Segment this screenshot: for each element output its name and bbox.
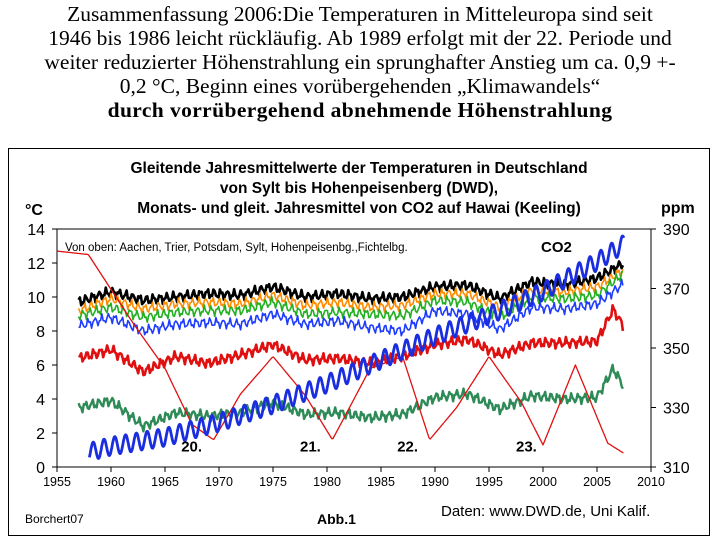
series-line-aachen	[77, 260, 625, 307]
series-line-h-henstrahlung-sonnenzyklus	[56, 250, 624, 454]
x-tick-label: 1955	[43, 475, 71, 489]
caption-line-5: durch vorrübergehend abnehmende Höhenstr…	[107, 98, 613, 122]
y-axis-left-label: °C	[25, 202, 43, 219]
y-left-tick-label: 2	[36, 426, 45, 443]
x-tick-label: 1960	[97, 475, 125, 489]
x-tick-label: 2005	[583, 475, 611, 489]
series-line-hohenpeisenbg	[78, 304, 625, 377]
y-right-tick-label: 370	[663, 282, 690, 299]
x-tick-label: 1990	[421, 475, 449, 489]
y-left-tick-label: 8	[36, 324, 45, 341]
caption: Zusammenfassung 2006:Die Temperaturen in…	[0, 2, 720, 122]
chart-figure: Gleitende Jahresmittelwerte der Temperat…	[8, 148, 710, 536]
footer-figure-number: Abb.1	[317, 511, 356, 527]
x-tick-label: 1980	[313, 475, 341, 489]
legend-text: Von oben: Aachen, Trier, Potsdam, Sylt, …	[65, 242, 408, 254]
x-tick-label: 1995	[475, 475, 503, 489]
y-right-tick-label: 330	[663, 401, 690, 418]
y-left-tick-label: 4	[36, 392, 45, 409]
chart-title-line-3: Monats- und gleit. Jahresmittel von CO2 …	[137, 200, 581, 217]
caption-line-2: 1946 bis 1986 leicht rückläufig. Ab 1989…	[48, 26, 672, 50]
series-line-sylt	[78, 278, 624, 337]
caption-line-3: weiter reduzierter Höhenstrahlung ein sp…	[44, 50, 676, 74]
x-tick-label: 2010	[637, 475, 665, 489]
cycle-annotation: 21.	[300, 439, 321, 456]
y-left-tick-label: 10	[27, 290, 45, 307]
chart-svg: Gleitende Jahresmittelwerte der Temperat…	[25, 160, 695, 527]
x-tick-label: 2000	[529, 475, 557, 489]
x-tick-label: 1975	[259, 475, 287, 489]
y-left-tick-label: 0	[36, 460, 45, 477]
chart-title-line-2: von Sylt bis Hohenpeisenberg (DWD),	[220, 180, 498, 197]
series-line-trier	[77, 269, 624, 316]
caption-line-4: 0,2 °C, Beginn eines vorübergehenden „Kl…	[119, 74, 601, 98]
plot-layer: 1955 1960 1965 1970 1975 1980 1985 1990 1995 2000…	[27, 222, 690, 489]
y-right-tick-label: 310	[663, 460, 690, 477]
caption-line-1: Zusammenfassung 2006:Die Temperaturen in…	[67, 2, 653, 26]
co2-label: CO2	[541, 239, 572, 256]
y-right-tick-label: 390	[663, 222, 690, 239]
cycle-annotation: 22.	[397, 439, 418, 456]
cycle-annotation: 23.	[516, 439, 537, 456]
x-tick-label: 1965	[151, 475, 179, 489]
x-tick-label: 1985	[367, 475, 395, 489]
y-left-tick-label: 12	[27, 256, 45, 273]
plot-area	[56, 228, 652, 468]
y-right-tick-label: 350	[663, 341, 690, 358]
chart-title-line-1: Gleitende Jahresmittelwerte der Temperat…	[130, 160, 587, 177]
x-tick-label: 1970	[205, 475, 233, 489]
y-left-tick-label: 14	[27, 222, 45, 239]
footer-author: Borchert07	[25, 512, 84, 526]
cycle-annotation: 20.	[181, 439, 202, 456]
series-line-fichtelbg	[77, 363, 624, 433]
series-line-co2	[88, 234, 626, 460]
footer-source: Daten: www.DWD.de, Uni Kalif.	[441, 503, 650, 520]
y-axis-right-label: ppm	[661, 200, 695, 217]
y-left-tick-label: 6	[36, 358, 45, 375]
